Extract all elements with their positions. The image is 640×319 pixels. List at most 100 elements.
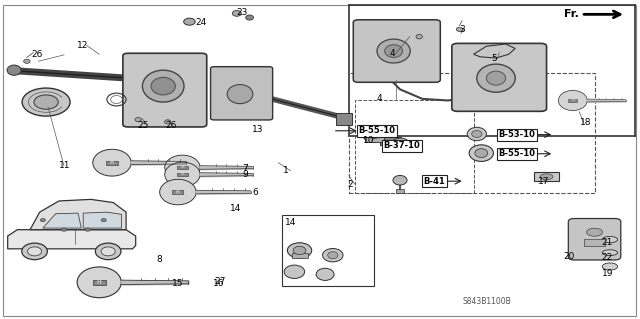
Ellipse shape [95,243,121,260]
FancyBboxPatch shape [452,43,547,111]
Bar [292,253,308,258]
Text: 14: 14 [285,218,296,227]
Ellipse shape [142,70,184,102]
Text: H: H [180,173,184,176]
Ellipse shape [467,127,486,141]
Polygon shape [8,230,136,249]
Polygon shape [83,212,122,228]
Bar [106,161,118,165]
Text: 20: 20 [563,252,575,261]
Text: 18: 18 [580,118,591,127]
Text: 23: 23 [237,8,248,17]
FancyBboxPatch shape [211,67,273,120]
Ellipse shape [475,149,488,158]
Ellipse shape [540,174,553,180]
Text: 15: 15 [172,279,183,288]
Text: 26: 26 [31,50,43,59]
Ellipse shape [160,179,196,205]
Ellipse shape [472,130,482,137]
Ellipse shape [101,219,106,222]
Text: 19: 19 [602,269,613,278]
Ellipse shape [469,145,493,161]
Ellipse shape [362,126,387,142]
Text: 8: 8 [157,255,163,263]
Text: 14: 14 [230,204,242,213]
Polygon shape [43,213,81,228]
Text: 16: 16 [213,279,225,288]
Ellipse shape [77,267,122,298]
Text: H: H [572,99,574,102]
Ellipse shape [101,247,115,256]
Text: H: H [97,280,102,285]
Text: 13: 13 [252,125,264,134]
Bar [172,190,184,194]
Ellipse shape [164,162,200,187]
Ellipse shape [22,88,70,116]
Bar [584,239,605,246]
Text: 3: 3 [460,25,465,34]
Bar [282,215,374,286]
Ellipse shape [246,15,253,20]
Ellipse shape [587,228,603,236]
Text: B-53-10: B-53-10 [499,130,536,139]
Ellipse shape [393,175,407,185]
Polygon shape [30,199,126,230]
Text: 1: 1 [283,166,289,175]
Ellipse shape [40,219,45,222]
Ellipse shape [377,39,410,63]
Ellipse shape [486,71,506,85]
Bar [93,280,106,285]
Ellipse shape [287,243,312,258]
Ellipse shape [28,247,42,256]
Bar [336,113,352,125]
Ellipse shape [61,228,67,231]
Text: 11: 11 [59,161,70,170]
FancyBboxPatch shape [123,53,207,127]
Text: B-37-10: B-37-10 [383,141,420,150]
Text: 17: 17 [538,177,549,186]
Text: 27: 27 [214,277,226,286]
Ellipse shape [151,77,175,95]
Bar [365,136,384,142]
Ellipse shape [227,85,253,104]
Ellipse shape [602,263,618,270]
FancyBboxPatch shape [353,20,440,82]
Ellipse shape [135,118,141,122]
Ellipse shape [323,249,343,262]
Ellipse shape [24,59,30,63]
Bar [380,137,401,145]
Text: 6: 6 [253,189,259,197]
Ellipse shape [416,34,422,39]
Text: 21: 21 [602,238,613,247]
Ellipse shape [184,18,195,25]
Ellipse shape [558,91,588,110]
Ellipse shape [164,120,171,124]
Bar [177,166,188,169]
Text: 12: 12 [77,41,88,50]
Ellipse shape [232,11,241,16]
Text: 7: 7 [242,164,248,173]
Ellipse shape [34,95,58,109]
Bar [349,73,595,193]
Text: Fr.: Fr. [564,9,579,19]
Text: 9: 9 [242,170,248,179]
Ellipse shape [368,130,381,138]
Ellipse shape [602,250,618,256]
Ellipse shape [385,45,403,57]
Bar [177,173,188,176]
Text: B-55-10: B-55-10 [499,149,536,158]
Ellipse shape [456,27,463,32]
Ellipse shape [85,228,90,231]
Ellipse shape [22,243,47,260]
Bar [534,172,559,181]
FancyBboxPatch shape [568,219,621,260]
Text: 24: 24 [195,18,207,27]
Text: 26: 26 [165,121,177,130]
Text: S843B1100B: S843B1100B [462,297,511,306]
Bar [355,100,474,193]
Text: 10: 10 [363,136,374,145]
Ellipse shape [93,149,131,176]
Ellipse shape [284,265,305,278]
Ellipse shape [396,141,405,147]
Ellipse shape [7,65,21,75]
